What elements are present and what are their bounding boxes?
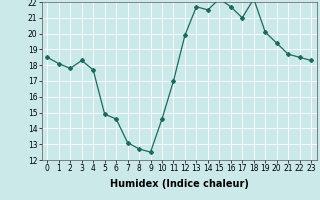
X-axis label: Humidex (Indice chaleur): Humidex (Indice chaleur)	[110, 179, 249, 189]
